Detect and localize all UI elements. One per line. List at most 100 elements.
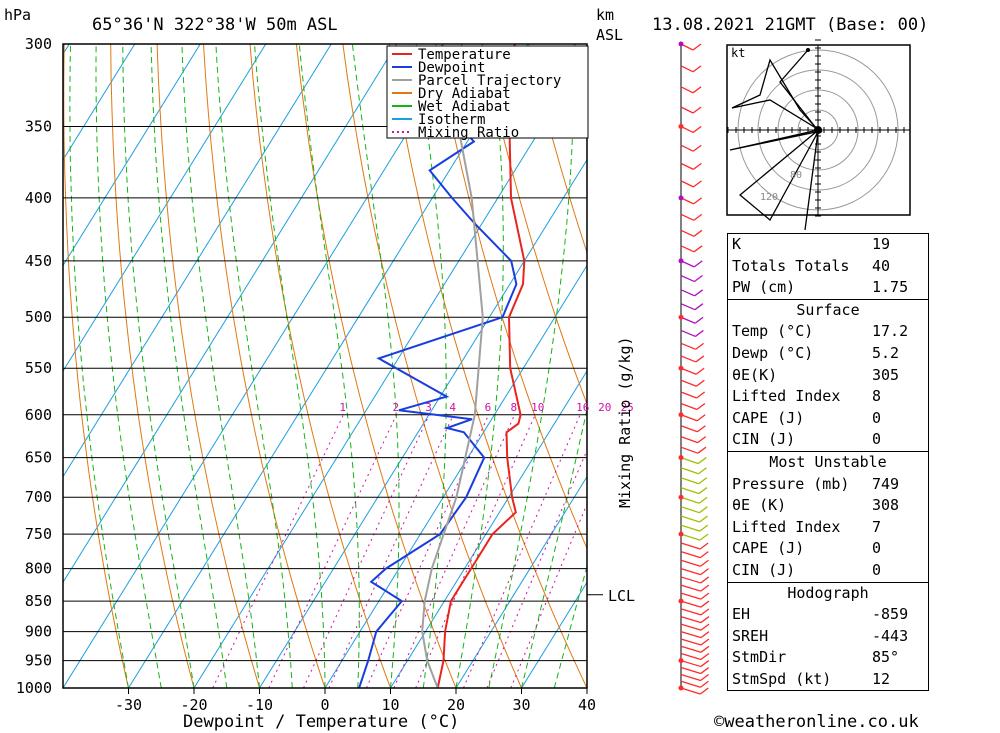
mu-title: Most Unstable bbox=[769, 452, 887, 471]
mixing-ratio-line bbox=[486, 448, 587, 688]
wind-barb-flag bbox=[692, 106, 702, 114]
mixing-ratio-tick-label: 20 bbox=[598, 401, 611, 414]
wind-barb-flag bbox=[700, 616, 710, 624]
hodograph-unit: kt bbox=[731, 46, 745, 60]
pressure-tick-label: 550 bbox=[25, 359, 52, 377]
wet-adiabat-line bbox=[122, 44, 195, 688]
wind-barb-flag bbox=[698, 477, 708, 485]
mu-cape-value: 0 bbox=[872, 539, 882, 558]
wind-barb-flag bbox=[699, 533, 709, 541]
wind-barb bbox=[680, 608, 702, 616]
temp-tick-label: 10 bbox=[381, 696, 399, 714]
isotherm-line bbox=[128, 44, 529, 688]
pressure-tick-label: 400 bbox=[25, 189, 52, 207]
wind-level-dot bbox=[678, 195, 684, 201]
km-label: km bbox=[596, 6, 614, 24]
surface-title: Surface bbox=[796, 300, 860, 319]
legend-entry: Wet Adiabat bbox=[418, 99, 511, 115]
wind-level-dot bbox=[678, 658, 684, 664]
wind-barb-flag bbox=[699, 524, 709, 532]
location-title: 65°36'N 322°38'W 50m ASL bbox=[92, 15, 338, 35]
wind-barb-flag bbox=[693, 260, 703, 268]
wind-barb bbox=[680, 303, 696, 311]
wind-level-dot bbox=[678, 455, 684, 461]
hodo-params-title: Hodograph bbox=[787, 583, 869, 602]
mixing-ratio-tick-label: 1 bbox=[339, 401, 346, 414]
temperature-line bbox=[436, 44, 526, 688]
mu-li-label: Lifted Index bbox=[732, 517, 841, 536]
wind-barb bbox=[680, 486, 700, 495]
isotherm-line bbox=[324, 264, 587, 688]
pressure-tick-label: 600 bbox=[25, 406, 52, 424]
pressure-tick-label: 850 bbox=[25, 592, 52, 610]
wind-barb-flag bbox=[700, 645, 710, 653]
wind-barb bbox=[680, 316, 696, 324]
dewpoint-line bbox=[358, 44, 518, 688]
wind-barb bbox=[680, 289, 695, 297]
wind-barb bbox=[680, 687, 701, 695]
mixing-ratio-tick-label: 10 bbox=[531, 401, 544, 414]
wind-barb bbox=[680, 342, 696, 350]
legend-entry: Temperature bbox=[418, 47, 511, 63]
mu-pressure-value: 749 bbox=[872, 474, 900, 493]
wind-barb bbox=[680, 645, 702, 653]
wind-barb-flag bbox=[694, 289, 704, 297]
parcel-trajectory-line bbox=[421, 44, 484, 688]
wind-barb-flag bbox=[696, 402, 706, 411]
wind-barb-flag bbox=[696, 391, 706, 399]
wind-barb bbox=[680, 467, 699, 475]
wind-barb-flag bbox=[700, 559, 709, 567]
wind-barb-flag bbox=[697, 446, 707, 454]
wind-barb bbox=[680, 355, 697, 363]
isotherm-line bbox=[0, 44, 4, 688]
surface-theta-value: 305 bbox=[872, 365, 900, 384]
wind-barb-flag bbox=[694, 275, 703, 283]
dry-adiabat-line bbox=[203, 44, 326, 688]
wind-barb-flag bbox=[700, 584, 710, 592]
wind-barb-flag bbox=[700, 680, 709, 688]
surface-temp-label: Temp (°C) bbox=[732, 322, 814, 341]
wind-barb bbox=[680, 213, 695, 221]
wind-barb bbox=[680, 584, 701, 592]
temp-tick-label: 40 bbox=[578, 696, 596, 714]
wind-barb bbox=[680, 551, 701, 559]
wind-barb bbox=[680, 402, 698, 411]
surface-cape-label: CAPE (J) bbox=[732, 408, 805, 427]
p-unit-label: hPa bbox=[4, 6, 31, 24]
wind-barb bbox=[680, 414, 698, 422]
wind-barb bbox=[680, 65, 694, 73]
wind-barb-flag bbox=[692, 162, 702, 170]
credit-footer[interactable]: ©weatheronline.co.uk bbox=[714, 712, 919, 732]
wind-barb-flag bbox=[699, 551, 709, 559]
wind-barb bbox=[680, 162, 694, 170]
wind-level-dot bbox=[678, 412, 684, 418]
mixing-ratio-tick-label: 4 bbox=[449, 401, 456, 414]
wind-barb bbox=[680, 367, 697, 375]
hodograph-ring-label: 80 bbox=[790, 170, 802, 181]
mixing-ratio-tick-label: 3 bbox=[425, 401, 432, 414]
pressure-tick-label: 800 bbox=[25, 560, 52, 578]
stmdir-label: StmDir bbox=[732, 648, 787, 667]
pressure-tick-label: 500 bbox=[25, 308, 52, 326]
mixing-ratio-line bbox=[328, 414, 454, 688]
wind-barb-flag bbox=[692, 125, 702, 133]
stmspd-value: 12 bbox=[872, 669, 891, 688]
wind-barb bbox=[680, 600, 702, 608]
temp-tick-label: -10 bbox=[246, 696, 273, 714]
wind-barb bbox=[680, 615, 702, 624]
hodograph-trace bbox=[729, 58, 823, 231]
wind-barb-flag bbox=[700, 600, 710, 608]
mu-pressure-label: Pressure (mb) bbox=[732, 474, 850, 493]
wind-barb bbox=[680, 379, 697, 387]
pressure-tick-label: 950 bbox=[25, 652, 52, 670]
wind-barb bbox=[680, 652, 702, 661]
wind-barb bbox=[680, 673, 701, 682]
wind-level-dot bbox=[678, 598, 684, 604]
legend-entry: Dry Adiabat bbox=[418, 86, 511, 102]
mixing-ratio-tick-label: 6 bbox=[485, 401, 492, 414]
pw-value: 1.75 bbox=[872, 278, 909, 297]
wind-barb-flag bbox=[697, 436, 707, 444]
wind-barb bbox=[680, 106, 694, 114]
isotherm-line bbox=[63, 44, 463, 688]
wind-barb-flag bbox=[700, 568, 709, 576]
